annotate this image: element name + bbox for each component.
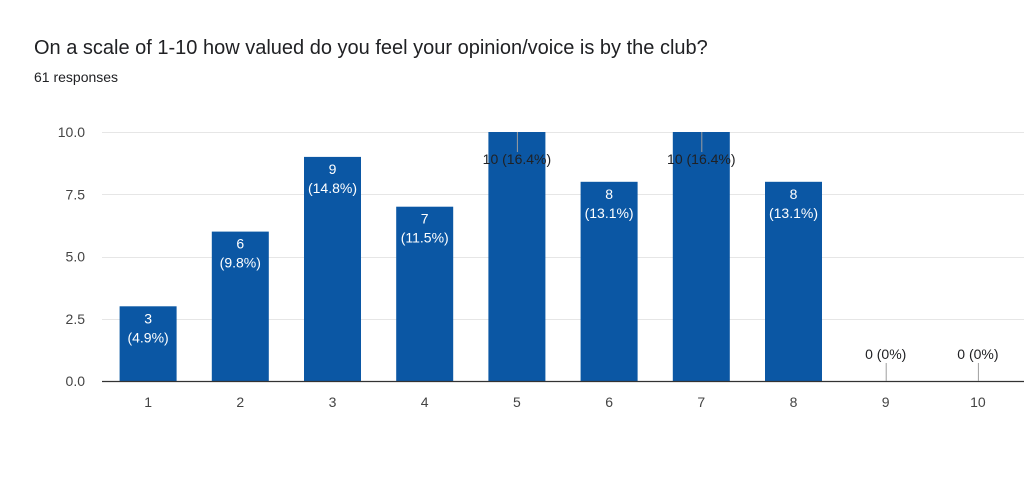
data-label-count: 9	[329, 161, 337, 177]
data-label: 8 (13.1%)	[585, 186, 634, 221]
y-tick-label: 0.0	[66, 373, 86, 389]
bar[interactable]	[304, 156, 361, 381]
bars	[119, 132, 822, 381]
bar[interactable]	[580, 181, 638, 381]
data-label-percent: (4.9%)	[127, 329, 168, 345]
bar[interactable]	[488, 132, 546, 381]
bar[interactable]	[672, 132, 730, 381]
data-label: 7 (11.5%)	[401, 211, 449, 246]
data-label-count: 6	[236, 236, 244, 252]
x-tick-label: 2	[236, 394, 244, 410]
x-tick-label: 7	[697, 394, 705, 410]
bar[interactable]	[396, 206, 454, 381]
data-labels: 3 (4.9%) 6 (9.8%) 9 (14.8%) 7 (11.5%) 10 (16.4%)…	[127, 132, 999, 381]
data-label-count: 8	[605, 186, 613, 202]
data-label: 9 (14.8%)	[308, 161, 357, 196]
data-label: 8 (13.1%)	[769, 186, 818, 221]
y-tick-label: 2.5	[66, 311, 86, 327]
x-tick-label: 1	[144, 394, 152, 410]
bar[interactable]	[119, 306, 177, 381]
data-label: 3 (4.9%)	[127, 310, 168, 345]
y-tick-label: 5.0	[66, 249, 86, 265]
data-label-percent: (13.1%)	[769, 205, 818, 221]
data-label-percent: (11.5%)	[401, 230, 449, 246]
y-tick-label: 7.5	[66, 186, 86, 202]
x-tick-label: 5	[513, 394, 521, 410]
y-tick-label: 10.0	[58, 124, 85, 140]
chart-title: On a scale of 1-10 how valued do you fee…	[34, 37, 708, 59]
x-tick-label: 6	[605, 394, 613, 410]
data-label: 10 (16.4%)	[667, 151, 735, 167]
data-label-count: 3	[144, 310, 152, 326]
bar[interactable]	[211, 231, 269, 381]
data-label-percent: (9.8%)	[220, 255, 261, 271]
x-tick-label: 8	[790, 394, 798, 410]
data-label: 0 (0%)	[957, 346, 998, 362]
data-label: 10 (16.4%)	[483, 151, 551, 167]
x-tick-label: 4	[421, 394, 429, 410]
y-axis-ticks: 0.0 2.5 5.0 7.5 10.0	[58, 124, 85, 389]
data-label: 0 (0%)	[865, 346, 906, 362]
data-label: 6 (9.8%)	[220, 236, 261, 271]
data-label-count: 7	[421, 211, 429, 227]
x-tick-label: 3	[329, 394, 337, 410]
x-tick-label: 10	[970, 394, 986, 410]
data-label-count: 8	[790, 186, 798, 202]
x-tick-label: 9	[882, 394, 890, 410]
data-label-percent: (13.1%)	[585, 205, 634, 221]
x-axis-ticks: 1 2 3 4 5 6 7 8 9 10	[144, 394, 986, 410]
bar[interactable]	[765, 181, 822, 381]
data-label-percent: (14.8%)	[308, 180, 357, 196]
response-count: 61 responses	[34, 69, 119, 85]
